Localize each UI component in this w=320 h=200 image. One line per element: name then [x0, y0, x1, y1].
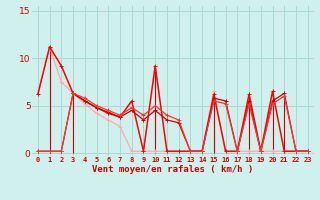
X-axis label: Vent moyen/en rafales ( km/h ): Vent moyen/en rafales ( km/h ) [92, 165, 253, 174]
